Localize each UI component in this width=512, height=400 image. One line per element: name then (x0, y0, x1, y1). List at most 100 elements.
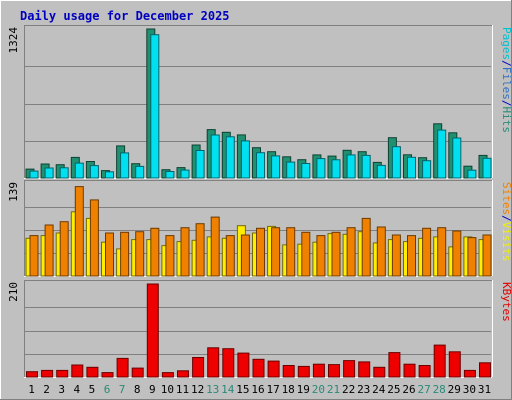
x-tick-label-day-27: 27 (417, 383, 430, 396)
x-tick-label-day-13: 13 (206, 383, 219, 396)
panel-visits: 139 Sites/Visits (7, 180, 512, 277)
bar-visits-sites-day-5 (89, 199, 99, 277)
bar-hits-files-day-28 (437, 129, 447, 179)
x-tick-label-day-31: 31 (478, 383, 491, 396)
legend-entry: / (500, 215, 512, 222)
x-tick-label-day-3: 3 (58, 383, 65, 396)
bar-hits-files-day-11 (180, 169, 190, 179)
bar-visits-sites-day-24 (376, 226, 386, 277)
bar-kbytes-kbytes-day-24 (373, 366, 386, 378)
bar-hits-files-day-27 (422, 160, 432, 179)
bar-visits-sites-day-9 (150, 227, 160, 277)
bar-kbytes-kbytes-day-12 (192, 357, 205, 378)
bar-hits-files-day-1 (29, 170, 39, 179)
bar-kbytes-kbytes-day-30 (463, 369, 476, 378)
bar-visits-sites-day-4 (74, 186, 84, 277)
x-tick-label-day-2: 2 (43, 383, 50, 396)
x-tick-label-day-19: 19 (297, 383, 310, 396)
bar-kbytes-kbytes-day-19 (297, 365, 310, 378)
legend-visits: Sites/Visits (500, 182, 512, 262)
bar-hits-files-day-30 (467, 169, 477, 179)
y-max-label-hits: 1324 (7, 27, 20, 54)
bar-visits-sites-day-21 (331, 231, 341, 277)
y-max-label-visits: 139 (7, 182, 20, 202)
bar-kbytes-kbytes-day-18 (282, 365, 295, 378)
x-tick-label-day-18: 18 (282, 383, 295, 396)
bar-visits-sites-day-16 (256, 227, 265, 277)
bar-visits-sites-day-8 (135, 231, 145, 277)
bar-visits-sites-day-18 (286, 227, 296, 277)
x-tick-label-day-7: 7 (119, 383, 126, 396)
bar-hits-files-day-23 (361, 154, 371, 179)
bar-hits-files-day-21 (331, 159, 341, 179)
bar-kbytes-kbytes-day-2 (41, 369, 54, 378)
panel-kbytes: 210 KBytes (7, 280, 512, 378)
x-tick-label-day-10: 10 (161, 383, 174, 396)
bar-kbytes-kbytes-day-5 (86, 366, 99, 378)
x-tick-label-day-8: 8 (134, 383, 141, 396)
legend-entry: / (500, 60, 512, 67)
bar-visits-sites-day-15 (240, 234, 250, 277)
bar-visits-sites-day-22 (346, 227, 356, 277)
x-tick-label-day-21: 21 (327, 383, 340, 396)
legend-hits: Pages/Files/Hits (500, 27, 512, 133)
bar-visits-sites-day-13 (210, 216, 220, 277)
bar-kbytes-kbytes-day-17 (267, 360, 280, 378)
bar-visits-sites-day-26 (407, 235, 416, 277)
x-tick-label-day-15: 15 (236, 383, 249, 396)
x-tick-label-day-26: 26 (402, 383, 415, 396)
bar-kbytes-kbytes-day-9 (146, 283, 159, 378)
x-tick-label-day-20: 20 (312, 383, 325, 396)
bar-hits-files-day-15 (240, 140, 250, 179)
bar-visits-sites-day-25 (391, 234, 401, 277)
legend-entry: Sites (500, 182, 512, 215)
bar-kbytes-kbytes-day-13 (207, 347, 220, 378)
bar-hits-files-day-7 (120, 152, 130, 179)
bar-hits-files-day-20 (316, 158, 326, 179)
bar-hits-files-day-10 (165, 171, 175, 179)
bar-kbytes-kbytes-day-26 (403, 363, 416, 378)
bar-hits-files-day-13 (210, 134, 220, 179)
chart-panels: 1324 Pages/Files/Hits 139 Sites/Visits 210 KB… (7, 25, 512, 378)
bar-kbytes-kbytes-day-3 (56, 369, 69, 378)
bar-kbytes-kbytes-day-29 (448, 351, 461, 378)
bar-kbytes-kbytes-day-27 (418, 365, 431, 378)
bar-kbytes-kbytes-day-7 (116, 357, 129, 378)
bar-kbytes-kbytes-day-1 (26, 371, 38, 378)
bar-visits-sites-day-31 (482, 234, 492, 277)
x-tick-label-day-29: 29 (448, 383, 461, 396)
bar-visits-sites-day-17 (271, 227, 281, 277)
legend-kbytes: KBytes (500, 282, 512, 322)
x-tick-label-day-6: 6 (104, 383, 111, 396)
y-max-label-kbytes: 210 (7, 282, 20, 302)
bar-visits-sites-day-30 (467, 237, 477, 277)
bar-visits-sites-day-14 (225, 235, 235, 277)
bar-visits-sites-day-6 (105, 232, 114, 277)
bar-hits-files-day-12 (195, 150, 205, 179)
x-tick-label-day-11: 11 (176, 383, 189, 396)
bar-hits-files-day-5 (89, 165, 99, 179)
bar-kbytes-kbytes-day-4 (71, 364, 84, 378)
x-tick-label-day-30: 30 (463, 383, 476, 396)
x-tick-label-day-14: 14 (221, 383, 235, 396)
bar-visits-sites-day-20 (316, 235, 326, 277)
bar-visits-sites-day-1 (29, 235, 39, 277)
x-tick-label-day-25: 25 (387, 383, 400, 396)
bar-visits-sites-day-2 (44, 224, 54, 277)
bar-visits-sites-day-12 (195, 223, 205, 277)
x-tick-label-day-4: 4 (73, 383, 80, 396)
bar-hits-files-day-16 (256, 152, 265, 179)
bar-hits-files-day-3 (59, 167, 69, 179)
x-tick-label-day-5: 5 (89, 383, 96, 396)
bar-visits-sites-day-29 (452, 230, 462, 277)
bar-visits-sites-day-3 (59, 221, 69, 277)
legend-entry: / (500, 100, 512, 107)
bar-kbytes-kbytes-day-31 (479, 362, 491, 378)
x-tick-label-day-23: 23 (357, 383, 370, 396)
x-tick-label-day-9: 9 (149, 383, 156, 396)
x-tick-label-day-12: 12 (191, 383, 204, 396)
bar-kbytes-kbytes-day-6 (101, 372, 114, 378)
legend-entry: KBytes (500, 282, 512, 322)
x-tick-label-day-28: 28 (433, 383, 446, 396)
